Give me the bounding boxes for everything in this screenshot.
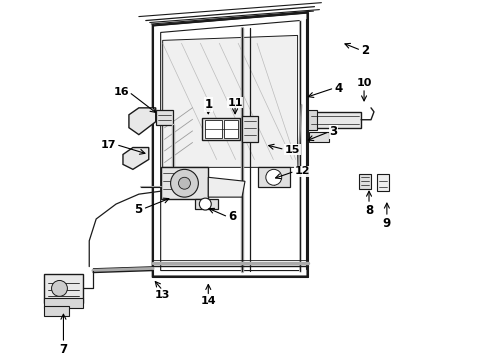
Text: 2: 2 [361,44,369,57]
Circle shape [199,198,211,210]
Circle shape [266,169,282,185]
Polygon shape [310,132,329,141]
Polygon shape [377,174,389,191]
Polygon shape [156,110,172,125]
Text: 16: 16 [113,87,129,97]
Polygon shape [258,167,290,187]
Polygon shape [359,174,371,189]
Polygon shape [129,108,156,135]
Text: 1: 1 [204,98,212,111]
Text: 15: 15 [285,144,300,154]
Polygon shape [310,112,361,128]
Polygon shape [208,177,245,197]
Text: 12: 12 [294,166,310,176]
Circle shape [178,177,191,189]
Text: 6: 6 [228,211,236,224]
Polygon shape [196,199,218,209]
Polygon shape [123,148,149,169]
Text: 7: 7 [59,343,68,356]
Polygon shape [202,118,240,140]
Text: 3: 3 [329,125,338,138]
Text: 11: 11 [227,98,243,108]
Polygon shape [153,13,308,276]
Text: 17: 17 [100,140,116,149]
Circle shape [171,169,198,197]
Text: 8: 8 [365,204,373,217]
Text: 5: 5 [135,203,143,216]
Polygon shape [224,120,238,138]
Polygon shape [308,110,318,130]
Polygon shape [44,306,70,316]
Text: 4: 4 [334,81,343,95]
Polygon shape [242,116,258,141]
Polygon shape [44,274,83,303]
Circle shape [51,280,68,296]
Polygon shape [161,167,208,199]
Polygon shape [163,35,297,167]
Polygon shape [205,120,222,138]
Text: 9: 9 [383,217,391,230]
Text: 14: 14 [200,296,216,306]
Text: 10: 10 [356,78,372,88]
Polygon shape [44,298,83,308]
Text: 13: 13 [155,291,171,300]
